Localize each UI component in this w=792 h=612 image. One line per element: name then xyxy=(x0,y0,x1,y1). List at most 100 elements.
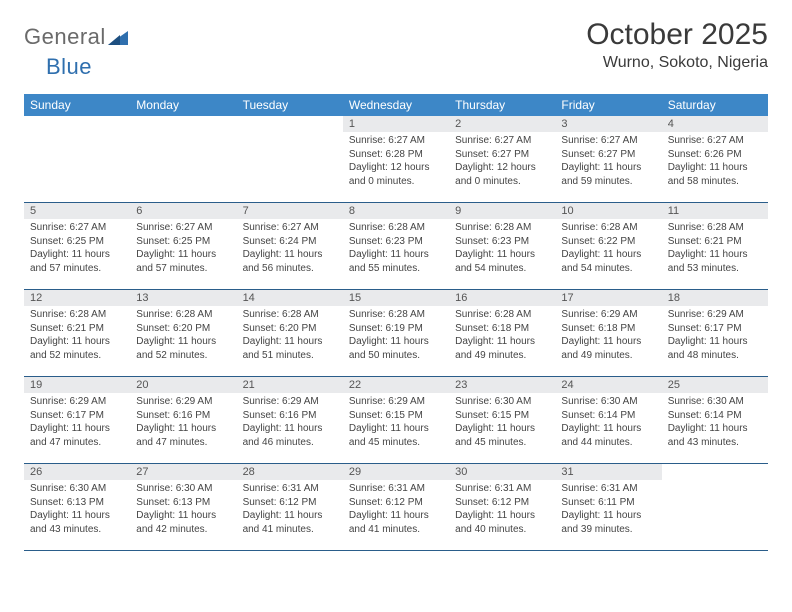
day-details: Sunrise: 6:29 AMSunset: 6:15 PMDaylight:… xyxy=(343,393,449,453)
detail-line: and 39 minutes. xyxy=(561,523,655,537)
day-cell: 24Sunrise: 6:30 AMSunset: 6:14 PMDayligh… xyxy=(555,377,661,463)
detail-line: Daylight: 11 hours xyxy=(30,422,124,436)
detail-line: Sunset: 6:26 PM xyxy=(668,148,762,162)
day-number: 4 xyxy=(662,116,768,132)
day-number: 9 xyxy=(449,203,555,219)
day-number: 29 xyxy=(343,464,449,480)
day-number: 19 xyxy=(24,377,130,393)
day-details: Sunrise: 6:29 AMSunset: 6:17 PMDaylight:… xyxy=(24,393,130,453)
day-cell: 26Sunrise: 6:30 AMSunset: 6:13 PMDayligh… xyxy=(24,464,130,550)
detail-line: Sunrise: 6:28 AM xyxy=(349,308,443,322)
detail-line: Daylight: 11 hours xyxy=(349,509,443,523)
detail-line: and 42 minutes. xyxy=(136,523,230,537)
detail-line: Sunrise: 6:27 AM xyxy=(243,221,337,235)
day-cell: 9Sunrise: 6:28 AMSunset: 6:23 PMDaylight… xyxy=(449,203,555,289)
detail-line: Sunset: 6:27 PM xyxy=(561,148,655,162)
day-number: 1 xyxy=(343,116,449,132)
day-cell: 19Sunrise: 6:29 AMSunset: 6:17 PMDayligh… xyxy=(24,377,130,463)
detail-line: Sunrise: 6:29 AM xyxy=(668,308,762,322)
day-cell xyxy=(130,116,236,202)
detail-line: Sunrise: 6:30 AM xyxy=(668,395,762,409)
detail-line: Daylight: 11 hours xyxy=(136,422,230,436)
detail-line: and 0 minutes. xyxy=(349,175,443,189)
day-number: 26 xyxy=(24,464,130,480)
detail-line: Sunrise: 6:29 AM xyxy=(136,395,230,409)
day-number: 12 xyxy=(24,290,130,306)
detail-line: Sunrise: 6:30 AM xyxy=(30,482,124,496)
day-cell: 5Sunrise: 6:27 AMSunset: 6:25 PMDaylight… xyxy=(24,203,130,289)
detail-line: and 50 minutes. xyxy=(349,349,443,363)
day-details: Sunrise: 6:31 AMSunset: 6:12 PMDaylight:… xyxy=(237,480,343,540)
day-number: 7 xyxy=(237,203,343,219)
day-cell: 18Sunrise: 6:29 AMSunset: 6:17 PMDayligh… xyxy=(662,290,768,376)
detail-line: Sunset: 6:27 PM xyxy=(455,148,549,162)
logo-word2-wrap: Blue xyxy=(24,54,768,80)
detail-line: Daylight: 11 hours xyxy=(561,335,655,349)
day-details: Sunrise: 6:29 AMSunset: 6:16 PMDaylight:… xyxy=(237,393,343,453)
day-cell: 10Sunrise: 6:28 AMSunset: 6:22 PMDayligh… xyxy=(555,203,661,289)
detail-line: Sunset: 6:13 PM xyxy=(30,496,124,510)
day-cell: 30Sunrise: 6:31 AMSunset: 6:12 PMDayligh… xyxy=(449,464,555,550)
day-details: Sunrise: 6:27 AMSunset: 6:27 PMDaylight:… xyxy=(449,132,555,192)
detail-line: Sunset: 6:14 PM xyxy=(561,409,655,423)
detail-line: Sunset: 6:24 PM xyxy=(243,235,337,249)
detail-line: Daylight: 11 hours xyxy=(455,422,549,436)
day-number xyxy=(130,116,236,132)
detail-line: and 49 minutes. xyxy=(561,349,655,363)
detail-line: Sunrise: 6:27 AM xyxy=(349,134,443,148)
detail-line: Daylight: 11 hours xyxy=(30,509,124,523)
detail-line: and 59 minutes. xyxy=(561,175,655,189)
day-number: 2 xyxy=(449,116,555,132)
day-cell: 15Sunrise: 6:28 AMSunset: 6:19 PMDayligh… xyxy=(343,290,449,376)
day-cell: 17Sunrise: 6:29 AMSunset: 6:18 PMDayligh… xyxy=(555,290,661,376)
detail-line: Daylight: 11 hours xyxy=(455,335,549,349)
detail-line: Daylight: 11 hours xyxy=(349,335,443,349)
day-cell: 13Sunrise: 6:28 AMSunset: 6:20 PMDayligh… xyxy=(130,290,236,376)
day-cell: 12Sunrise: 6:28 AMSunset: 6:21 PMDayligh… xyxy=(24,290,130,376)
detail-line: and 58 minutes. xyxy=(668,175,762,189)
day-details: Sunrise: 6:28 AMSunset: 6:18 PMDaylight:… xyxy=(449,306,555,366)
day-details: Sunrise: 6:30 AMSunset: 6:13 PMDaylight:… xyxy=(24,480,130,540)
detail-line: Daylight: 11 hours xyxy=(243,509,337,523)
detail-line: Daylight: 11 hours xyxy=(668,335,762,349)
day-cell: 1Sunrise: 6:27 AMSunset: 6:28 PMDaylight… xyxy=(343,116,449,202)
day-cell: 8Sunrise: 6:28 AMSunset: 6:23 PMDaylight… xyxy=(343,203,449,289)
detail-line: Daylight: 11 hours xyxy=(136,335,230,349)
detail-line: Sunset: 6:20 PM xyxy=(136,322,230,336)
day-details: Sunrise: 6:28 AMSunset: 6:20 PMDaylight:… xyxy=(130,306,236,366)
detail-line: and 0 minutes. xyxy=(455,175,549,189)
day-cell: 14Sunrise: 6:28 AMSunset: 6:20 PMDayligh… xyxy=(237,290,343,376)
detail-line: and 52 minutes. xyxy=(30,349,124,363)
detail-line: Daylight: 11 hours xyxy=(668,248,762,262)
detail-line: and 52 minutes. xyxy=(136,349,230,363)
day-details: Sunrise: 6:29 AMSunset: 6:17 PMDaylight:… xyxy=(662,306,768,366)
day-number: 16 xyxy=(449,290,555,306)
day-number: 14 xyxy=(237,290,343,306)
day-details: Sunrise: 6:28 AMSunset: 6:23 PMDaylight:… xyxy=(449,219,555,279)
detail-line: and 54 minutes. xyxy=(455,262,549,276)
day-cell: 6Sunrise: 6:27 AMSunset: 6:25 PMDaylight… xyxy=(130,203,236,289)
logo-word2: Blue xyxy=(46,54,92,79)
detail-line: and 45 minutes. xyxy=(349,436,443,450)
day-number: 10 xyxy=(555,203,661,219)
detail-line: Sunset: 6:14 PM xyxy=(668,409,762,423)
detail-line: Sunset: 6:23 PM xyxy=(455,235,549,249)
detail-line: and 57 minutes. xyxy=(30,262,124,276)
detail-line: Sunrise: 6:27 AM xyxy=(561,134,655,148)
detail-line: Sunset: 6:18 PM xyxy=(561,322,655,336)
dow-thu: Thursday xyxy=(449,94,555,116)
detail-line: Sunrise: 6:29 AM xyxy=(561,308,655,322)
day-details: Sunrise: 6:31 AMSunset: 6:11 PMDaylight:… xyxy=(555,480,661,540)
dow-sat: Saturday xyxy=(662,94,768,116)
detail-line: Daylight: 11 hours xyxy=(561,248,655,262)
detail-line: Sunrise: 6:27 AM xyxy=(30,221,124,235)
day-number xyxy=(662,464,768,480)
day-cell: 22Sunrise: 6:29 AMSunset: 6:15 PMDayligh… xyxy=(343,377,449,463)
detail-line: Sunset: 6:12 PM xyxy=(455,496,549,510)
detail-line: and 48 minutes. xyxy=(668,349,762,363)
detail-line: and 47 minutes. xyxy=(136,436,230,450)
detail-line: Sunset: 6:25 PM xyxy=(136,235,230,249)
day-details: Sunrise: 6:27 AMSunset: 6:27 PMDaylight:… xyxy=(555,132,661,192)
day-details: Sunrise: 6:28 AMSunset: 6:21 PMDaylight:… xyxy=(662,219,768,279)
detail-line: Daylight: 11 hours xyxy=(668,161,762,175)
